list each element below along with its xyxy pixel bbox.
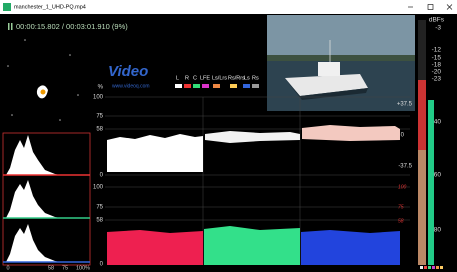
app-window: manchester_1_UHD-PQ.mp4 00:00:15.802 / 0…: [0, 0, 457, 272]
histogram-axis: 100%: [76, 265, 90, 271]
histogram-axis: 58: [48, 265, 54, 271]
timecode: 00:00:15.802 / 00:03:01.910 (9%): [16, 22, 128, 31]
meter-scale: -12: [432, 47, 442, 54]
video-preview: [267, 15, 415, 111]
meter-scale: -23: [432, 76, 442, 83]
waveform-scale: 75: [96, 114, 103, 120]
meter-bar: [428, 100, 434, 265]
window-title: manchester_1_UHD-PQ.mp4: [14, 4, 86, 10]
waveform-scale: 100: [93, 95, 104, 101]
app-icon: [3, 3, 11, 11]
audio-scale: -37.5: [398, 164, 412, 170]
page: manchester_1_UHD-PQ.mp4 00:00:15.802 / 0…: [0, 0, 457, 272]
red-scale: 58: [398, 218, 404, 224]
logo-url: www.videoq.com: [112, 83, 150, 89]
channel-label: LFE: [200, 75, 210, 81]
meter-unit: dBFs: [429, 17, 445, 24]
audio-scale: +37.5: [397, 102, 413, 108]
waveform-scale: 0: [100, 173, 104, 179]
meter-scale: -15: [432, 55, 442, 62]
channel-label: Rs: [252, 75, 259, 81]
vectorscope: [7, 39, 79, 121]
waveform-scale: 0: [100, 262, 104, 268]
logo: Video: [108, 63, 148, 80]
histogram-axis: 0: [6, 265, 9, 271]
red-scale: 75: [398, 204, 404, 210]
channel-label: R: [185, 75, 189, 81]
red-scale: 100: [398, 184, 407, 190]
meter-scale: -20: [432, 69, 442, 76]
channel-label: Ls/Lrs: [212, 75, 227, 81]
meter-scale: -18: [432, 62, 442, 69]
meter-bar: [418, 150, 426, 265]
waveform-scale: 100: [93, 185, 104, 191]
histograms: [3, 133, 90, 265]
channel-label: Ls: [244, 75, 250, 81]
channel-label: L: [176, 75, 179, 81]
audio-scale: 0: [401, 133, 405, 139]
meter-scale: -3: [435, 25, 441, 32]
waveform-scale: 75: [96, 205, 103, 211]
waveform-scale: 58: [96, 127, 103, 133]
channel-swatches: [420, 266, 443, 269]
channel-swatches: [175, 84, 259, 88]
channel-label: C: [193, 75, 197, 81]
pause-icon[interactable]: [11, 23, 13, 30]
histogram-axis: 75: [62, 265, 68, 271]
waveform-scale: 58: [96, 218, 103, 224]
waveform-luma: [107, 125, 400, 265]
channel-label: Rs/Rrs: [228, 75, 245, 81]
pause-icon[interactable]: [8, 23, 10, 30]
waveform-unit: %: [98, 85, 104, 91]
